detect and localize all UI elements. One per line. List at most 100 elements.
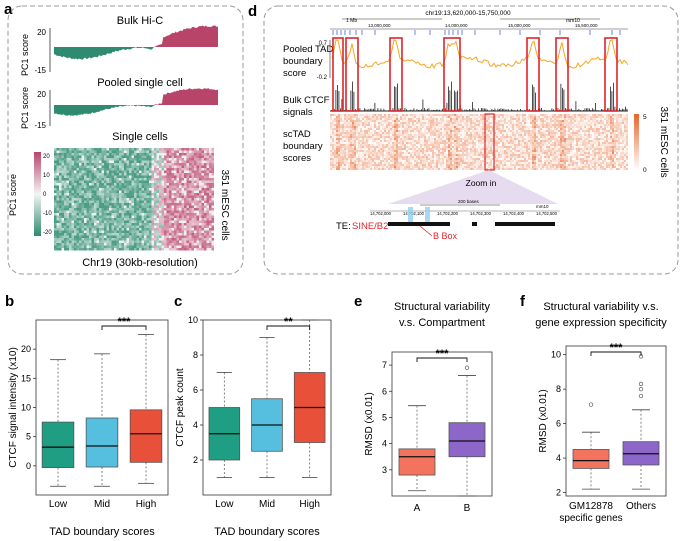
heatmap-cell	[156, 243, 159, 246]
heatmap-cell	[126, 178, 129, 181]
heatmap-cell	[71, 183, 74, 186]
sctad-cell	[344, 114, 346, 116]
heatmap-cell	[101, 188, 104, 191]
heatmap-cell	[186, 245, 189, 248]
sctad-cell	[618, 120, 620, 122]
heatmap-cell	[206, 183, 209, 186]
sctad-cell	[536, 122, 538, 124]
heatmap-cell	[206, 218, 209, 221]
sctad-cell	[556, 134, 558, 136]
sctad-cell	[524, 130, 526, 132]
sctad-cell	[594, 130, 596, 132]
pooled-tick-bottom: -0.2	[317, 75, 328, 81]
heatmap-cell	[56, 188, 59, 191]
heatmap-cell	[61, 223, 64, 226]
heatmap-cell	[119, 225, 122, 228]
sctad-cell	[406, 126, 408, 128]
heatmap-cell	[74, 160, 77, 163]
heatmap-cell	[129, 213, 132, 216]
heatmap-cell	[151, 188, 154, 191]
sctad-cell	[338, 126, 340, 128]
heatmap-cell	[164, 155, 167, 158]
sctad-cell	[370, 130, 372, 132]
heatmap-cell	[179, 178, 182, 181]
sctad-cell	[462, 116, 464, 118]
sctad-cell	[470, 114, 472, 116]
sctad-cell	[598, 122, 600, 124]
sctad-cell	[468, 118, 470, 120]
sctad-cell	[522, 128, 524, 130]
heatmap-cell	[194, 243, 197, 246]
sctad-cell	[456, 136, 458, 138]
sctad-cell	[612, 130, 614, 132]
heatmap-cell	[141, 235, 144, 238]
heatmap-cell	[176, 188, 179, 191]
heatmap-cell	[64, 185, 67, 188]
heatmap-cell	[211, 238, 214, 241]
heatmap-cell	[201, 230, 204, 233]
heatmap-cell	[131, 175, 134, 178]
heatmap-cell	[84, 188, 87, 191]
sctad-cell	[358, 136, 360, 138]
heatmap-cell	[136, 160, 139, 163]
sctad-cell	[512, 122, 514, 124]
sctad-cell	[604, 120, 606, 122]
sctad-cell	[544, 120, 546, 122]
heatmap-cell	[84, 230, 87, 233]
heatmap-cell	[169, 213, 172, 216]
heatmap-cell	[64, 198, 67, 201]
sctad-cell	[450, 134, 452, 136]
heatmap-cell	[91, 205, 94, 208]
heatmap-cell	[156, 190, 159, 193]
sctad-cell	[360, 116, 362, 118]
heatmap-cell	[129, 160, 132, 163]
sctad-cell	[550, 132, 552, 134]
heatmap-cell	[189, 220, 192, 223]
ctcf-bar	[364, 108, 365, 111]
heatmap-cell	[194, 193, 197, 196]
sctad-cell	[566, 114, 568, 116]
heatmap-cell	[196, 200, 199, 203]
heatmap-cell	[186, 160, 189, 163]
heatmap-cell	[204, 245, 207, 248]
heatmap-cell	[94, 155, 97, 158]
heatmap-cell	[89, 193, 92, 196]
heatmap-cell	[96, 200, 99, 203]
heatmap-cell	[134, 208, 137, 211]
sctad-cell	[450, 136, 452, 138]
heatmap-cell	[211, 168, 214, 171]
heatmap-cell	[169, 173, 172, 176]
heatmap-cell	[134, 178, 137, 181]
heatmap-cell	[166, 220, 169, 223]
sctad-cell	[616, 116, 618, 118]
sctad-cell	[468, 116, 470, 118]
ctcf-bar	[608, 108, 610, 111]
ctcf-bar	[485, 108, 487, 111]
sctad-cell	[556, 118, 558, 120]
heatmap-cell	[194, 185, 197, 188]
sctad-cell	[468, 126, 470, 128]
sctad-cell	[602, 116, 604, 118]
heatmap-cell	[94, 203, 97, 206]
sctad-cell	[466, 122, 468, 124]
heatmap-cell	[199, 178, 202, 181]
heatmap-cell	[86, 150, 89, 153]
heatmap-cell	[119, 193, 122, 196]
heatmap-cell	[84, 173, 87, 176]
heatmap-cell	[201, 188, 204, 191]
heatmap-cell	[109, 210, 112, 213]
heatmap-cell	[71, 190, 74, 193]
sctad-cell	[508, 140, 510, 142]
sctad-cell	[584, 124, 586, 126]
sctad-cell	[448, 116, 450, 118]
sctad-cell	[600, 134, 602, 136]
sctad-cell	[616, 140, 618, 142]
sctad-cell	[604, 116, 606, 118]
sctad-cell	[428, 134, 430, 136]
heatmap-cell	[169, 165, 172, 168]
heatmap-cell	[149, 190, 152, 193]
heatmap-cell	[144, 215, 147, 218]
sctad-cell	[414, 136, 416, 138]
sctad-cell	[370, 136, 372, 138]
sctad-cell	[448, 132, 450, 134]
